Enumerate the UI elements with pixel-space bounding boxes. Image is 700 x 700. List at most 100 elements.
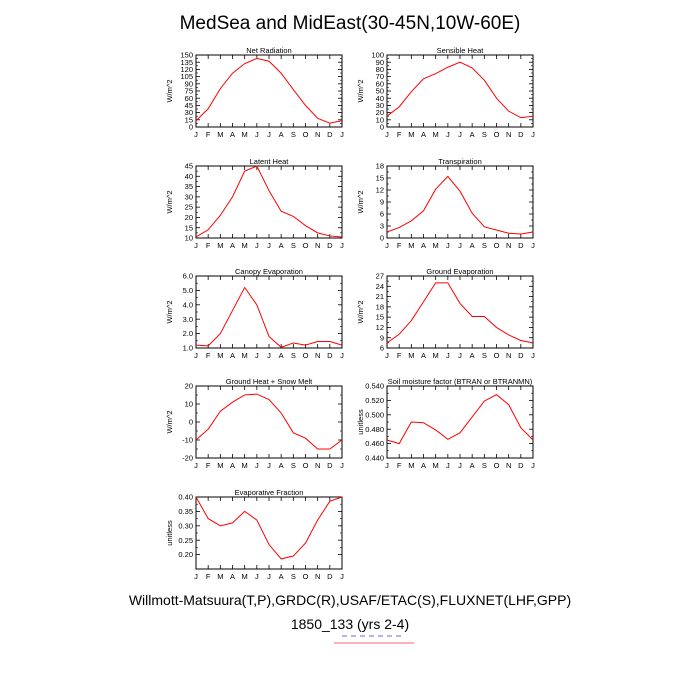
x-tick-label: S <box>291 241 296 250</box>
x-tick-label: S <box>291 461 296 470</box>
x-tick-label: N <box>506 241 511 250</box>
y-tick-label: 60 <box>376 79 384 88</box>
panel-2: Sensible Heat W/m^2 0102030405060708090100… <box>356 46 535 139</box>
y-tick-label: 18 <box>376 302 384 311</box>
figure-title: MedSea and MidEast(30-45N,10W-60E) <box>180 13 521 34</box>
x-tick-label: A <box>279 241 284 250</box>
series-line <box>386 175 534 235</box>
y-tick-label: 0.35 <box>178 507 193 516</box>
y-tick-label: 45 <box>185 162 193 171</box>
y-tick-label: 35 <box>185 182 193 191</box>
x-tick-label: M <box>242 351 248 360</box>
x-tick-label: F <box>397 241 402 250</box>
y-axis-label: W/m^2 <box>356 300 365 323</box>
y-tick-label: 10 <box>376 115 384 124</box>
x-tick-label: A <box>421 351 426 360</box>
x-tick-label: O <box>303 351 309 360</box>
panel-title: Ground Heat + Snow Melt <box>226 377 313 386</box>
y-axis-label: W/m^2 <box>356 190 365 213</box>
x-tick-label: M <box>217 351 223 360</box>
x-tick-label: S <box>482 461 487 470</box>
x-tick-label: O <box>494 351 500 360</box>
x-tick-label: J <box>194 241 198 250</box>
x-tick-label: J <box>531 130 535 139</box>
x-tick-label: F <box>397 461 402 470</box>
y-tick-label: 0 <box>380 234 384 243</box>
y-tick-label: 15 <box>185 115 193 124</box>
x-tick-label: A <box>279 461 284 470</box>
y-tick-label: 3.0 <box>183 315 193 324</box>
x-tick-label: A <box>230 572 235 581</box>
y-tick-label: 2.0 <box>183 329 193 338</box>
x-tick-label: J <box>446 351 450 360</box>
x-tick-label: J <box>458 130 462 139</box>
x-tick-label: J <box>458 351 462 360</box>
x-tick-label: N <box>315 572 320 581</box>
x-tick-label: A <box>230 241 235 250</box>
x-tick-label: F <box>206 572 211 581</box>
y-tick-label: 0.20 <box>178 550 193 559</box>
x-tick-label: A <box>279 351 284 360</box>
x-tick-label: J <box>255 130 259 139</box>
y-tick-label: 6.0 <box>183 272 193 281</box>
y-tick-label: 30 <box>185 192 193 201</box>
x-tick-label: D <box>518 461 524 470</box>
x-tick-label: J <box>267 572 271 581</box>
footer-case-name: 1850_133 (yrs 2-4) <box>290 616 410 632</box>
y-tick-label: 10 <box>185 234 193 243</box>
panel-8: Soil moisture factor (BTRAN or BTRANMN) u… <box>356 377 535 470</box>
y-tick-label: 0.25 <box>178 536 193 545</box>
x-tick-label: D <box>327 130 333 139</box>
y-tick-label: 20 <box>376 108 384 117</box>
x-tick-label: M <box>217 461 223 470</box>
panel-frame <box>195 385 343 459</box>
series-line <box>195 286 343 348</box>
y-tick-label: -10 <box>182 436 193 445</box>
y-tick-label: 30 <box>376 101 384 110</box>
x-tick-label: O <box>303 461 309 470</box>
x-tick-label: D <box>327 461 333 470</box>
x-tick-label: N <box>315 241 320 250</box>
x-tick-label: M <box>408 351 414 360</box>
x-tick-label: M <box>242 572 248 581</box>
x-tick-label: M <box>242 461 248 470</box>
x-tick-label: J <box>194 572 198 581</box>
y-axis-label: unitless <box>165 520 174 546</box>
y-tick-label: 21 <box>376 292 384 301</box>
y-tick-label: 20 <box>185 213 193 222</box>
panels-container: Net RadiationW/m^20153045607590105120135… <box>165 46 535 581</box>
y-tick-label: 0 <box>380 123 384 132</box>
x-tick-label: M <box>408 461 414 470</box>
x-tick-label: M <box>433 130 439 139</box>
y-tick-label: 15 <box>376 174 384 183</box>
panel-9: Evaporative Fraction unitless 0.20 0.25 0.30… <box>165 488 344 581</box>
x-tick-label: M <box>217 572 223 581</box>
y-tick-label: 0 <box>189 418 193 427</box>
panel-title: Net Radiation <box>246 46 291 55</box>
x-tick-label: A <box>230 351 235 360</box>
x-tick-label: A <box>470 130 475 139</box>
x-tick-label: M <box>242 130 248 139</box>
x-tick-label: A <box>230 130 235 139</box>
y-tick-label: 80 <box>376 65 384 74</box>
x-tick-label: N <box>506 461 511 470</box>
x-tick-label: J <box>267 241 271 250</box>
y-tick-label: 9 <box>380 333 384 342</box>
x-tick-label: S <box>291 130 296 139</box>
panel-title: Soil moisture factor (BTRAN or BTRANMN) <box>388 377 533 386</box>
y-tick-label: 0.480 <box>365 425 384 434</box>
x-tick-label: A <box>470 351 475 360</box>
x-tick-label: J <box>267 461 271 470</box>
x-tick-label: D <box>327 241 333 250</box>
panel-frame <box>195 165 343 239</box>
y-tick-label: 1.0 <box>183 344 193 353</box>
series-line <box>195 165 343 238</box>
x-tick-label: F <box>206 241 211 250</box>
x-tick-label: J <box>385 241 389 250</box>
y-tick-label: 60 <box>185 94 193 103</box>
panel-title: Transpiration <box>438 157 482 166</box>
y-tick-label: 20 <box>185 382 193 391</box>
panel-frame <box>386 275 534 349</box>
y-tick-label: 45 <box>185 101 193 110</box>
series-line <box>386 282 534 344</box>
